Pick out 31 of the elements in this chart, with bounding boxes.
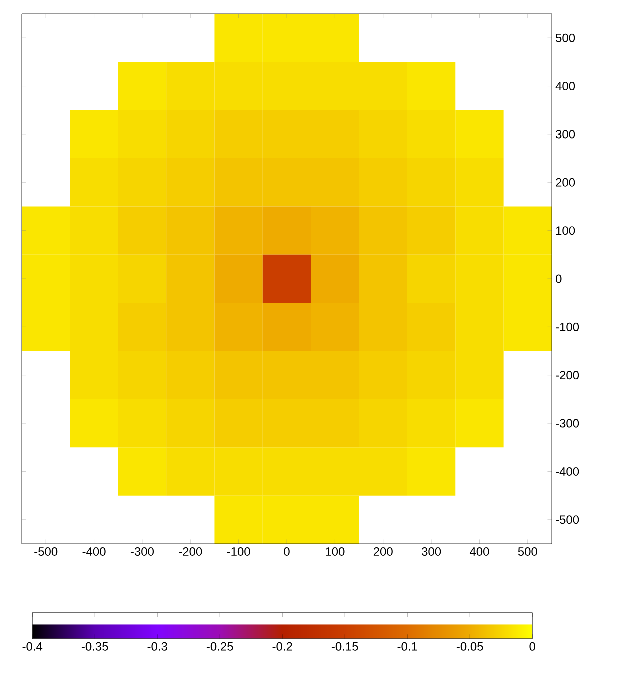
color-bar-label: -0.1 [398, 642, 418, 651]
color-bar-label: 0 [530, 642, 536, 651]
y-tick-label: -400 [556, 467, 580, 476]
y-tick-label: -200 [556, 371, 580, 380]
x-tick-label: -300 [130, 548, 154, 556]
y-tick-label: -500 [556, 516, 580, 524]
x-tick-label: 400 [470, 548, 490, 556]
y-tick-label: 100 [556, 226, 576, 236]
color-bar-label: -0.3 [148, 642, 168, 651]
y-tick-label: 200 [556, 178, 576, 187]
y-tick-label: 0 [556, 274, 562, 284]
color-bar-label: -0.25 [206, 642, 234, 651]
x-tick-label: -400 [82, 548, 106, 556]
x-tick-label: 200 [374, 548, 393, 556]
x-tick-label: 300 [422, 548, 442, 556]
y-tick-label: 500 [556, 34, 576, 42]
x-tick-label: -200 [179, 548, 202, 556]
x-tick-label: 500 [518, 548, 538, 556]
y-tick-label: -300 [556, 419, 580, 428]
y-tick-label: 300 [556, 130, 576, 139]
color-bar-label: -0.15 [332, 642, 358, 651]
y-tick-label: -100 [556, 322, 580, 332]
color-bar-label: -0.4 [22, 642, 43, 651]
color-bar-label: -0.2 [272, 642, 292, 651]
x-tick-label: -100 [227, 548, 250, 556]
color-bar-label: -0.35 [82, 642, 108, 651]
x-tick-label: 100 [326, 548, 345, 556]
x-tick-label: 0 [284, 548, 290, 556]
y-tick-label: 400 [556, 82, 576, 91]
x-tick-label: -500 [34, 548, 58, 556]
color-bar-label: -0.05 [456, 642, 484, 651]
